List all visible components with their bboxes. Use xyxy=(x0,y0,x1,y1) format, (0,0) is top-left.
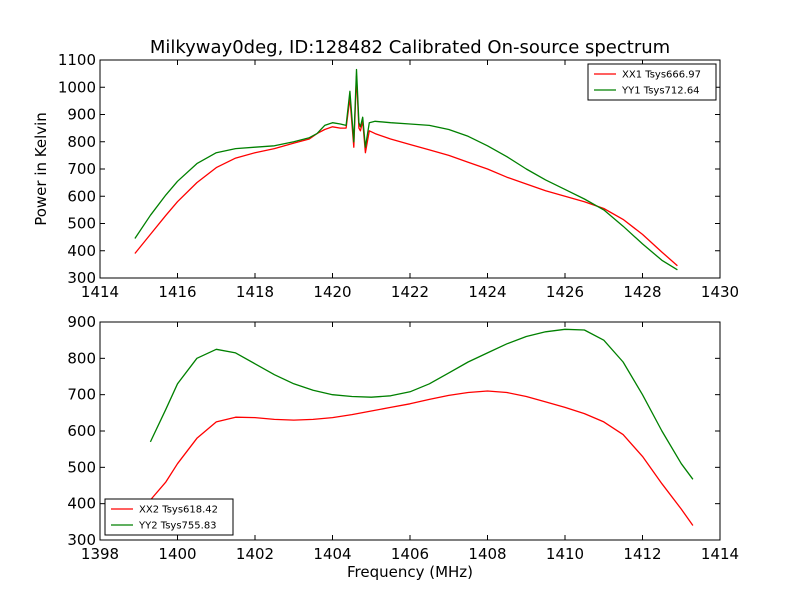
x-tick-label: 1422 xyxy=(391,283,429,301)
y-tick-label: 400 xyxy=(67,242,96,260)
top-plot-frame xyxy=(99,59,721,279)
y-tick-label: 300 xyxy=(67,269,96,287)
x-tick-label: 1414 xyxy=(701,545,739,563)
y-tick-label: 800 xyxy=(67,349,96,367)
top-chart-series xyxy=(134,68,678,271)
y-tick-label: 500 xyxy=(67,458,96,476)
x-tick-label: 1402 xyxy=(236,545,274,563)
y-tick-label: 700 xyxy=(67,160,96,178)
y-tick-label: 900 xyxy=(67,106,96,124)
x-tick-label: 1428 xyxy=(623,283,661,301)
bottom-chart-series xyxy=(149,328,694,526)
x-tick-label: 1398 xyxy=(81,545,119,563)
bottom-plot-frame xyxy=(99,321,721,541)
x-tick-label: 1408 xyxy=(468,545,506,563)
x-tick-label: 1430 xyxy=(701,283,739,301)
legend-box xyxy=(587,63,717,101)
x-tick-label: 1420 xyxy=(313,283,351,301)
legend-entry-label: YY2 Tsys755.83 xyxy=(138,521,217,532)
x-tick-label: 1418 xyxy=(236,283,274,301)
x-tick-label: 1414 xyxy=(81,283,119,301)
top-chart-legend: XX1 Tsys666.97 YY1 Tsys712.64 xyxy=(587,63,717,101)
x-tick-label: 1404 xyxy=(313,545,351,563)
top-chart: 1414 1416 1418 1420 1422 1424 1426 1428 1430 300 4… xyxy=(32,51,739,301)
x-tick-label: 1410 xyxy=(546,545,584,563)
series-line-xx xyxy=(149,390,694,526)
series-line-yy xyxy=(134,68,678,271)
bottom-chart: 1398 1400 1402 1404 1406 1408 1410 1412 1414 300 4… xyxy=(67,313,739,581)
legend-box xyxy=(104,498,234,536)
y-tick-label: 1000 xyxy=(58,78,96,96)
y-tick-label: 1100 xyxy=(58,51,96,69)
legend-entry-label: YY1 Tsys712.64 xyxy=(621,86,700,97)
y-tick-label: 400 xyxy=(67,495,96,513)
bottom-chart-xlabel: Frequency (MHz) xyxy=(347,563,473,581)
y-tick-label: 300 xyxy=(67,531,96,549)
x-tick-label: 1400 xyxy=(158,545,196,563)
y-tick-label: 900 xyxy=(67,313,96,331)
series-line-yy xyxy=(149,328,694,480)
bottom-chart-ticks: 1398 1400 1402 1404 1406 1408 1410 1412 1414 300 4… xyxy=(67,313,739,563)
legend-entry-label: XX2 Tsys618.42 xyxy=(139,505,218,516)
x-tick-label: 1426 xyxy=(546,283,584,301)
y-tick-label: 700 xyxy=(67,386,96,404)
x-tick-label: 1424 xyxy=(468,283,506,301)
x-tick-label: 1416 xyxy=(158,283,196,301)
x-tick-label: 1412 xyxy=(623,545,661,563)
y-tick-label: 500 xyxy=(67,215,96,233)
figure-title: Milkyway0deg, ID:128482 Calibrated On-so… xyxy=(150,37,670,58)
series-line-xx xyxy=(134,75,678,267)
legend-entry-label: XX1 Tsys666.97 xyxy=(622,70,701,81)
y-tick-label: 600 xyxy=(67,187,96,205)
y-tick-label: 600 xyxy=(67,422,96,440)
x-tick-label: 1406 xyxy=(391,545,429,563)
bottom-chart-legend: XX2 Tsys618.42 YY2 Tsys755.83 xyxy=(104,498,234,536)
top-chart-ylabel: Power in Kelvin xyxy=(32,112,50,226)
y-tick-label: 800 xyxy=(67,133,96,151)
top-chart-ticks: 1414 1416 1418 1420 1422 1424 1426 1428 1430 300 4… xyxy=(58,51,739,301)
